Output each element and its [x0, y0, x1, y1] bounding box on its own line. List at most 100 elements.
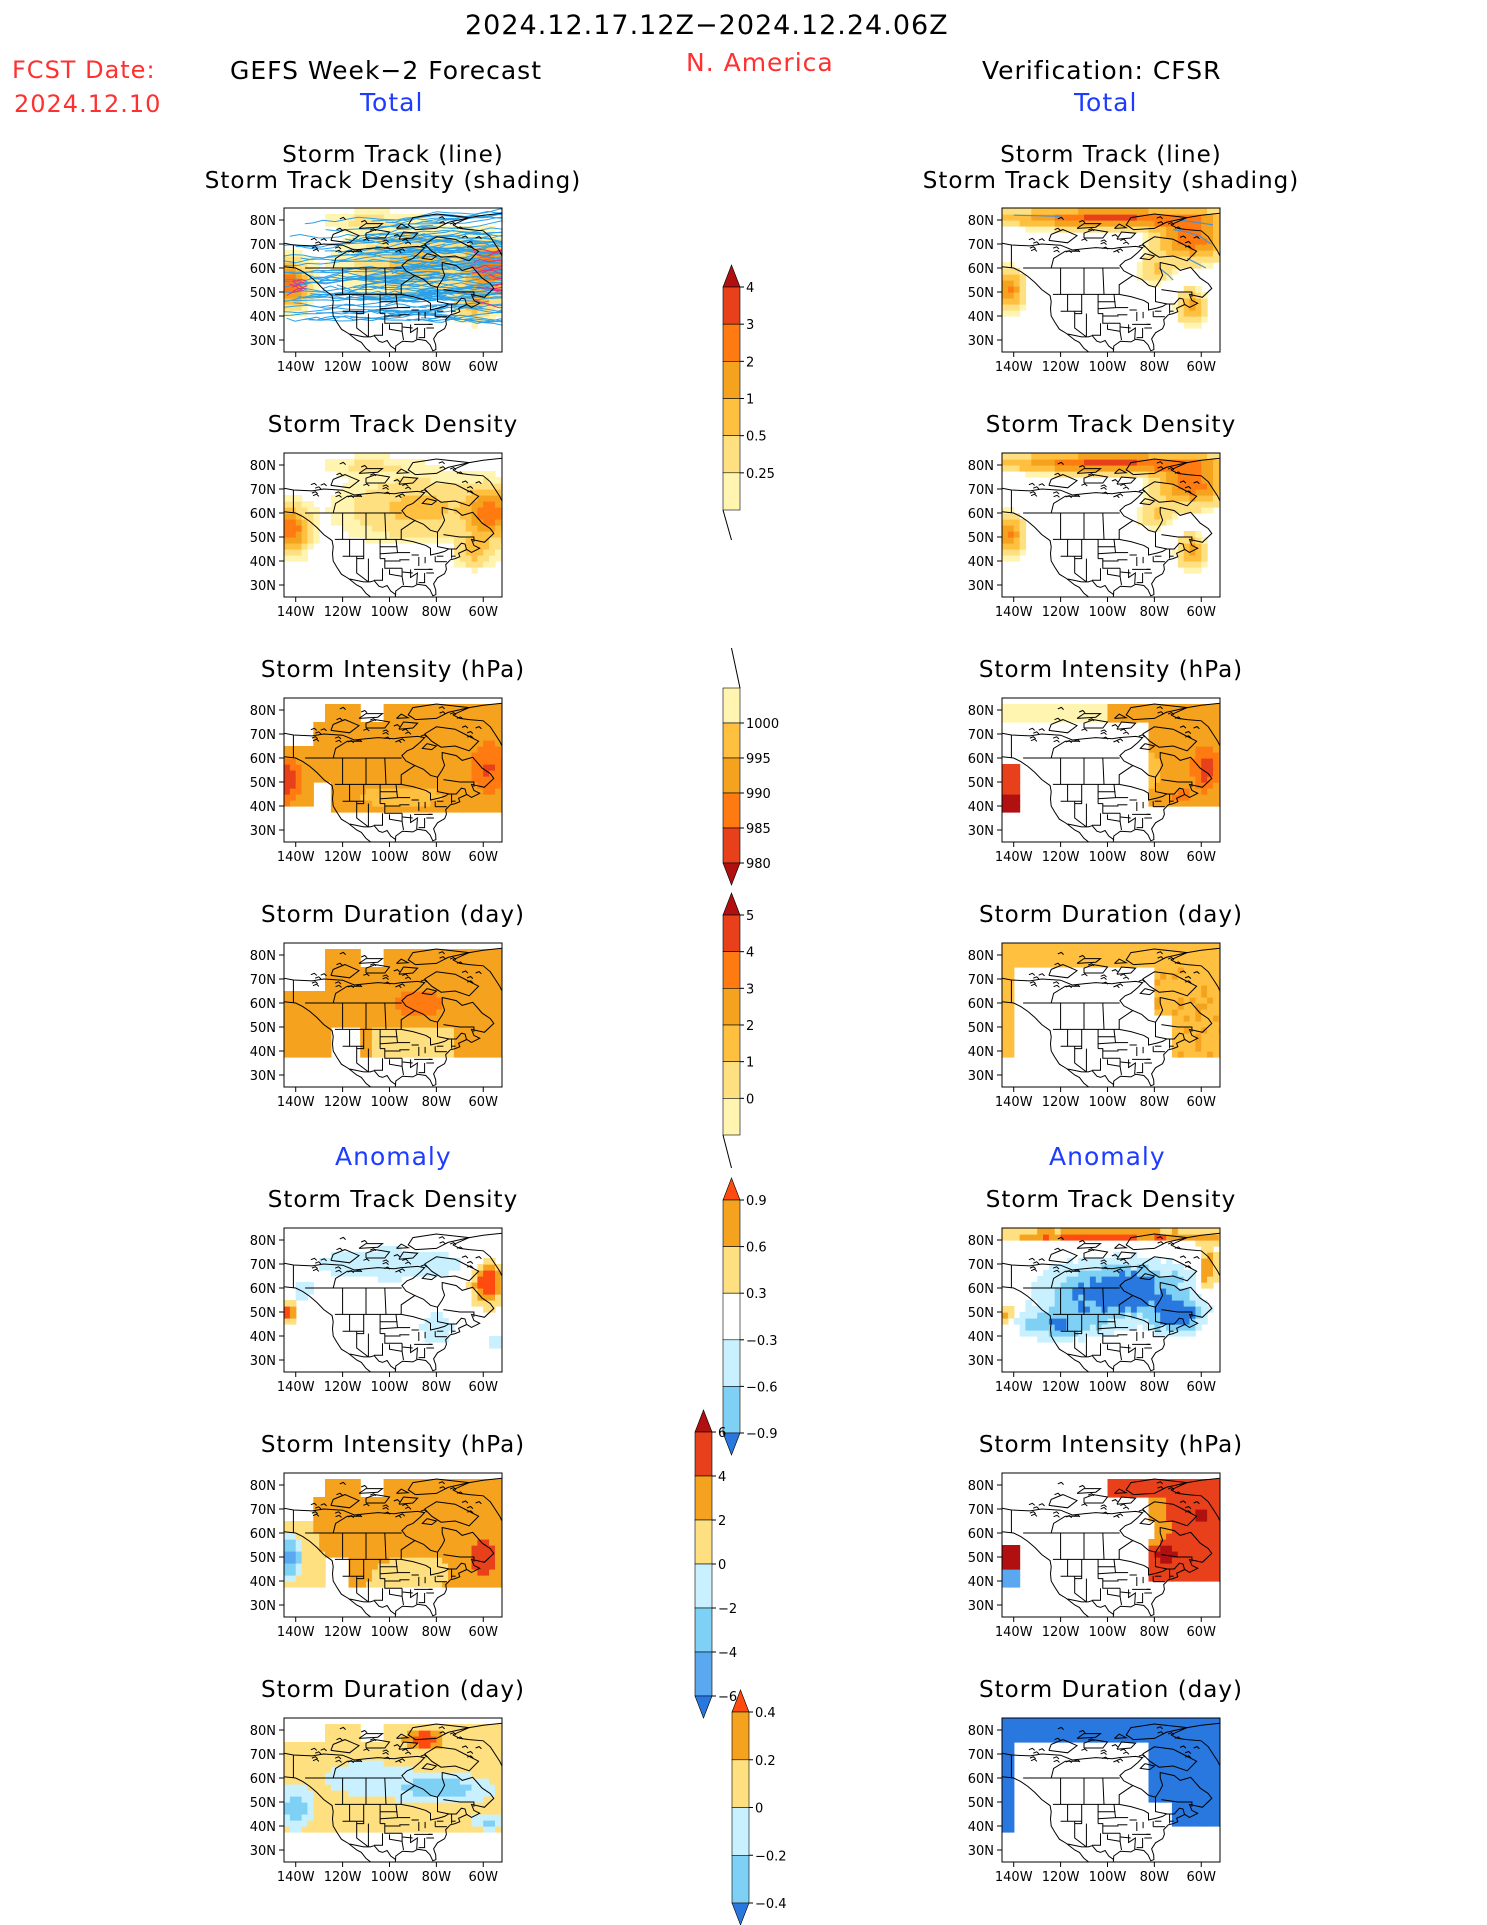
grid-cell [477, 1270, 484, 1277]
grid-cell [448, 280, 455, 287]
grid-cell [436, 513, 443, 520]
grid-cell [383, 507, 391, 514]
grid-cell [1002, 220, 1009, 227]
grid-cell [495, 770, 502, 777]
grid-cell [1171, 304, 1179, 311]
grid-cell [313, 1581, 320, 1588]
grid-cell [401, 1820, 408, 1827]
grid-cell [459, 1533, 467, 1540]
grid-cell [1195, 549, 1202, 556]
grid-cell [430, 513, 437, 520]
x-tick-label: 120W [324, 850, 362, 865]
grid-cell [366, 459, 373, 466]
grid-cell [360, 1258, 367, 1265]
arctic-island [424, 236, 480, 262]
arctic-island [358, 713, 384, 719]
coast-detail [438, 1726, 445, 1730]
grid-cell [1007, 208, 1015, 215]
grid-cell [377, 1276, 385, 1283]
grid-cell [1154, 250, 1161, 257]
grid-cell [377, 1569, 385, 1576]
grid-cell [377, 495, 385, 502]
grid-cell [325, 758, 332, 765]
grid-cell [483, 1778, 490, 1785]
grid-cell [471, 794, 478, 801]
grid-cell [1183, 316, 1191, 323]
grid-cell [442, 1724, 449, 1731]
grid-cell [495, 1294, 502, 1301]
grid-cell [284, 1802, 291, 1809]
grid-cell [448, 1808, 455, 1815]
grid-cell [366, 471, 373, 478]
grid-cell [295, 1754, 303, 1761]
grid-cell [430, 1742, 437, 1749]
arctic-island [1139, 253, 1156, 261]
storm-track-line [293, 277, 449, 286]
grid-cell [459, 1790, 467, 1797]
grid-cell [1201, 543, 1208, 550]
coastline-east [1002, 242, 1213, 352]
grid-cell [360, 489, 367, 496]
grid-cell [395, 244, 402, 251]
grid-cell [489, 1808, 496, 1815]
grid-cell [1154, 238, 1161, 245]
grid-cell [330, 513, 338, 520]
coast-detail [310, 1257, 318, 1261]
grid-cell [383, 459, 391, 466]
grid-cell [307, 991, 314, 998]
coast-detail [1167, 222, 1175, 226]
grid-cell [371, 1814, 379, 1821]
panel-title: Storm Track Density [268, 412, 518, 438]
grid-cell [430, 961, 437, 968]
arctic-island [421, 743, 438, 751]
grid-cell [348, 1515, 355, 1522]
grid-cell [301, 1748, 309, 1755]
grid-cell [330, 519, 338, 526]
grid-cell [301, 298, 309, 305]
grid-cell [383, 746, 391, 753]
grid-cell [495, 997, 502, 1004]
grid-cell [330, 495, 338, 502]
grid-cell [471, 268, 478, 275]
grid-cell [395, 746, 402, 753]
panel-frame [283, 697, 503, 843]
grid-cell [1031, 214, 1038, 221]
grid-cell [453, 704, 461, 711]
grid-cell [325, 459, 332, 466]
grid-cell [289, 1033, 297, 1040]
grid-cell [366, 1258, 373, 1265]
coast-detail [335, 1759, 342, 1763]
grid-cell [383, 1796, 391, 1803]
grid-cell [313, 513, 320, 520]
map-outlines [284, 1722, 502, 1862]
grid-cell [418, 728, 426, 735]
grid-cell [407, 961, 414, 968]
grid-cell [424, 1027, 432, 1034]
map-outlines [284, 947, 502, 1087]
grid-cell [407, 710, 414, 717]
grid-cell [354, 770, 361, 777]
grid-cell [284, 1015, 291, 1022]
grid-cell [418, 274, 426, 281]
grid-cell [377, 1509, 385, 1516]
grid-cell [336, 1545, 344, 1552]
grid-cell [330, 770, 338, 777]
grid-cell [377, 1515, 385, 1522]
grid-cell [336, 1252, 344, 1259]
state-line [1092, 323, 1101, 336]
arctic-island [330, 229, 360, 244]
grid-cell [448, 1515, 455, 1522]
grid-cell [383, 794, 391, 801]
grid-cell [418, 250, 426, 257]
grid-cell [348, 513, 355, 520]
grid-cell [412, 1557, 420, 1564]
grid-cell [401, 1760, 408, 1767]
grid-cell [424, 1760, 432, 1767]
grid-cell [424, 1051, 432, 1058]
grid-cell [342, 507, 350, 514]
y-tick-label: 30N [250, 1599, 276, 1614]
grid-cell [284, 1003, 291, 1010]
grid-cell [401, 1485, 408, 1492]
grid-cell [348, 776, 355, 783]
grid-cell [342, 489, 350, 496]
